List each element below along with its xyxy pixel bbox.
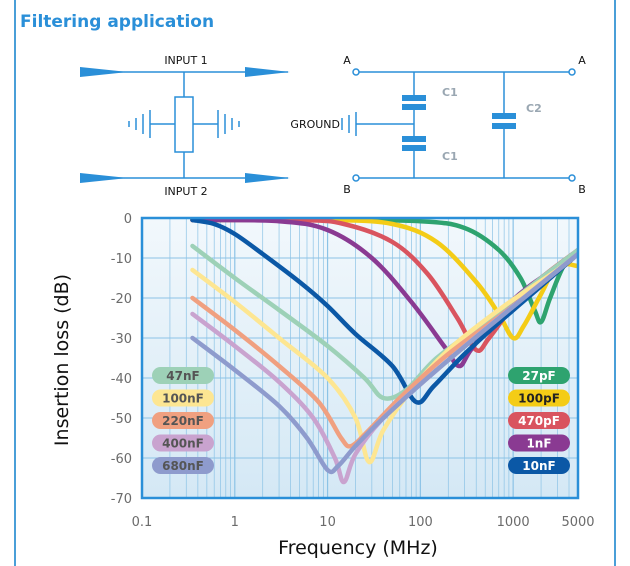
legend-pill-1nF [508,434,570,452]
y-tick-label: -10 [111,252,132,267]
schematic: INPUT 1 INPUT 2 [80,54,586,198]
legend-label-470pF: 470pF [518,414,560,428]
legend-label-10nF: 10nF [522,459,555,473]
y-tick-label: -60 [111,452,132,467]
c1-top-label: C1 [442,86,458,99]
legend-pill-10nF [508,457,570,474]
series-line-10nF [190,218,578,405]
figure-frame [14,0,616,566]
legend-label-27pF: 27pF [522,369,556,383]
legend-label-100nF: 100nF [162,392,204,406]
legend-label-220nF: 220nF [162,414,204,428]
x-tick-label: 1000 [497,515,530,530]
y-tick-label: -40 [111,372,132,387]
y-tick-label: -30 [111,332,132,347]
legend-label-400nF: 400nF [162,437,204,451]
legend-label-100pF: 100pF [518,392,560,406]
y-tick-label: 0 [124,212,132,227]
series-line-220nF [190,251,578,449]
legend-pill-47nF [152,367,214,384]
legend-label-1nF: 1nF [526,437,551,451]
ground-label: GROUND [290,118,340,131]
legend-pill-470pF [508,412,570,429]
y-tick-label: -20 [111,292,132,307]
x-tick-label: 1 [231,515,239,530]
x-tick-label: 100 [408,515,433,530]
legend-pill-400nF [152,434,214,452]
legend-pill-27pF [508,367,570,384]
node-a-left-label: A [343,54,351,67]
node-a-right-label: A [578,54,586,67]
y-tick-label: -70 [111,492,132,507]
figure-title: Filtering application [20,12,215,32]
capacitor-plates [402,95,516,151]
node-b-left-label: B [343,183,351,196]
y-tick-label: -50 [111,412,132,427]
plot-border [140,216,580,500]
legend-pill-100nF [152,389,214,407]
y-axis-title: Insertion loss (dB) [51,274,73,446]
node-b-right-label: B [578,183,586,196]
x-tick-label: 0.1 [132,515,153,530]
legend-label-47nF: 47nF [166,369,199,383]
legend-pill-220nF [152,412,214,429]
c1-bottom-label: C1 [442,150,458,163]
input1-label: INPUT 1 [164,54,207,67]
legend-pill-680nF [152,457,214,474]
input2-label: INPUT 2 [164,185,207,198]
legend-pill-100pF [508,389,570,407]
series-line-680nF [190,251,578,475]
feedthrough-filter-icon [128,72,240,178]
capacitor-network [341,68,576,182]
c2-label: C2 [526,102,542,115]
x-tick-label: 5000 [561,515,594,530]
legend-label-680nF: 680nF [162,459,204,473]
series-line-100nF [190,251,578,465]
x-axis-title: Frequency (MHz) [278,537,438,559]
x-tick-label: 10 [319,515,336,530]
series-line-100pF [190,218,578,341]
